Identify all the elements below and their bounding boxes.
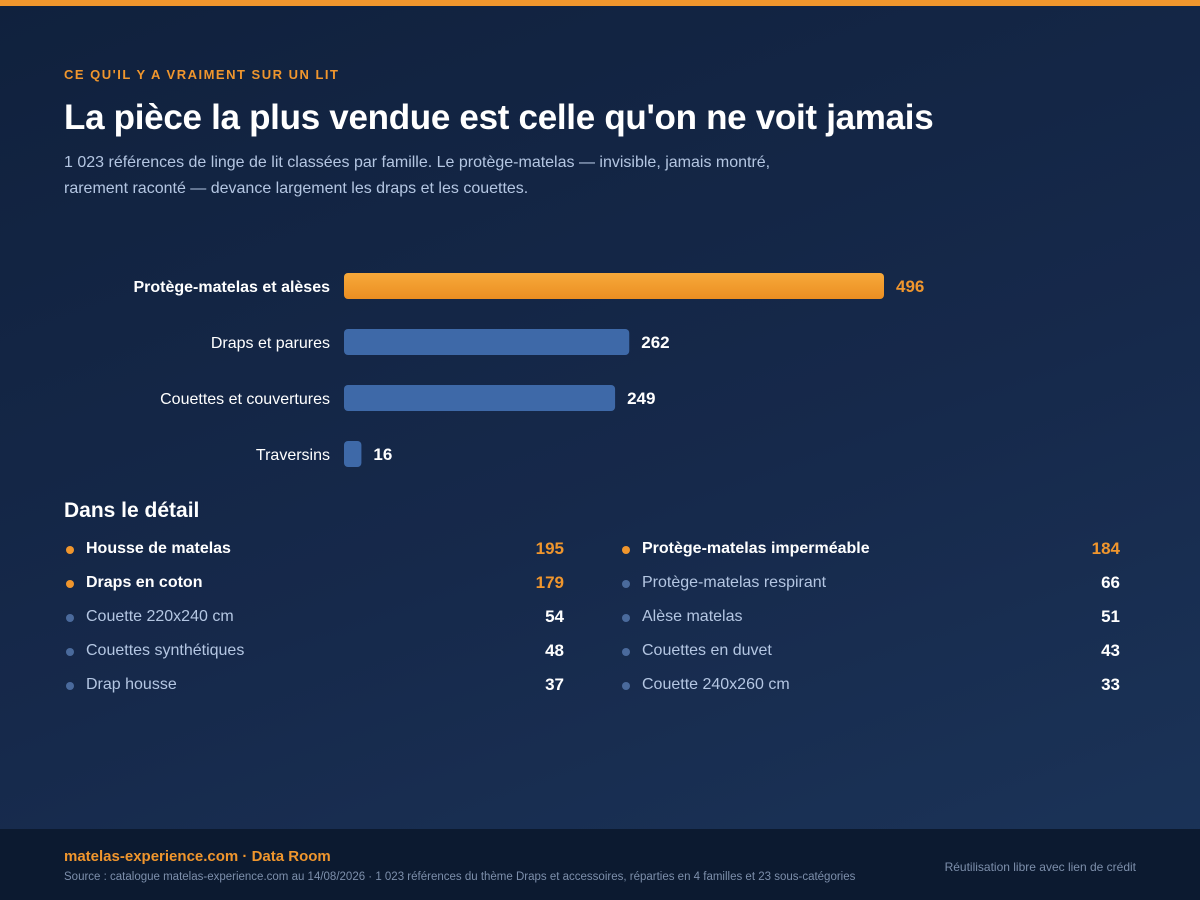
- detail-row: Alèse matelas 51: [620, 601, 1120, 635]
- footer-brand: matelas-experience.com · Data Room: [64, 848, 331, 865]
- bullet-dot: [622, 580, 630, 588]
- detail-row: Protège-matelas respirant 66: [620, 567, 1120, 601]
- detail-value: 179: [535, 573, 564, 592]
- category-label: Protège-matelas et alèses: [133, 279, 330, 296]
- detail-value: 54: [545, 607, 564, 626]
- detail-value: 43: [1101, 641, 1120, 660]
- bullet-dot: [622, 682, 630, 690]
- bullet-dot: [622, 648, 630, 656]
- bar: [344, 329, 630, 355]
- bullet-dot: [66, 682, 74, 690]
- detail-column-right: Protège-matelas imperméable 184 Protège-…: [620, 533, 1120, 703]
- footer: matelas-experience.com · Data Room Sourc…: [0, 829, 1200, 900]
- data-label: 496: [896, 277, 924, 296]
- bullet-dot: [66, 648, 74, 656]
- detail-label: Couettes en duvet: [642, 642, 772, 659]
- detail-label: Housse de matelas: [86, 540, 231, 557]
- category-label: Traversins: [256, 447, 330, 464]
- detail-row: Housse de matelas 195: [64, 533, 564, 567]
- detail-row: Couette 220x240 cm 54: [64, 601, 564, 635]
- detail-row: Couettes synthétiques 48: [64, 635, 564, 669]
- bullet-dot: [66, 580, 74, 588]
- bullet-dot: [66, 614, 74, 622]
- category-label: Draps et parures: [211, 335, 330, 352]
- detail-label: Alèse matelas: [642, 608, 743, 625]
- detail-value: 184: [1091, 539, 1120, 558]
- detail-label: Drap housse: [86, 676, 177, 693]
- detail-column-left: Housse de matelas 195 Draps en coton 179…: [64, 533, 564, 703]
- kicker: CE QU'IL Y A VRAIMENT SUR UN LIT: [64, 67, 340, 82]
- detail-label: Couettes synthétiques: [86, 642, 245, 659]
- top-accent-bar: [0, 0, 1200, 6]
- data-label: 262: [641, 333, 669, 352]
- detail-label: Protège-matelas imperméable: [642, 540, 870, 557]
- data-label: 249: [627, 389, 655, 408]
- detail-label: Couette 240x260 cm: [642, 676, 790, 693]
- detail-value: 51: [1101, 607, 1120, 626]
- detail-row: Protège-matelas imperméable 184: [620, 533, 1120, 567]
- bar: [344, 385, 616, 411]
- detail-label: Couette 220x240 cm: [86, 608, 234, 625]
- data-label: 16: [373, 445, 392, 464]
- page-title: La pièce la plus vendue est celle qu'on …: [64, 98, 934, 137]
- detail-label: Draps en coton: [86, 574, 203, 591]
- bar: [344, 441, 362, 467]
- detail-value: 195: [535, 539, 564, 558]
- detail-value: 37: [545, 675, 564, 694]
- bullet-dot: [622, 614, 630, 622]
- detail-value: 48: [545, 641, 564, 660]
- detail-row: Draps en coton 179: [64, 567, 564, 601]
- bullet-dot: [622, 546, 630, 554]
- footer-source: Source : catalogue matelas-experience.co…: [64, 871, 856, 883]
- detail-value: 66: [1101, 573, 1120, 592]
- category-label: Couettes et couvertures: [160, 391, 330, 408]
- page-subtitle: 1 023 références de linge de lit classée…: [64, 154, 771, 197]
- detail-row: Couette 240x260 cm 33: [620, 669, 1120, 703]
- detail-value: 33: [1101, 675, 1120, 694]
- detail-title: Dans le détail: [64, 499, 200, 522]
- footer-credit: Réutilisation libre avec lien de crédit: [944, 860, 1136, 874]
- detail-row: Drap housse 37: [64, 669, 564, 703]
- bar: [344, 273, 884, 299]
- bullet-dot: [66, 546, 74, 554]
- detail-row: Couettes en duvet 43: [620, 635, 1120, 669]
- detail-label: Protège-matelas respirant: [642, 574, 827, 591]
- bar-chart: Protège-matelas et alèses 496 Draps et par…: [133, 273, 924, 467]
